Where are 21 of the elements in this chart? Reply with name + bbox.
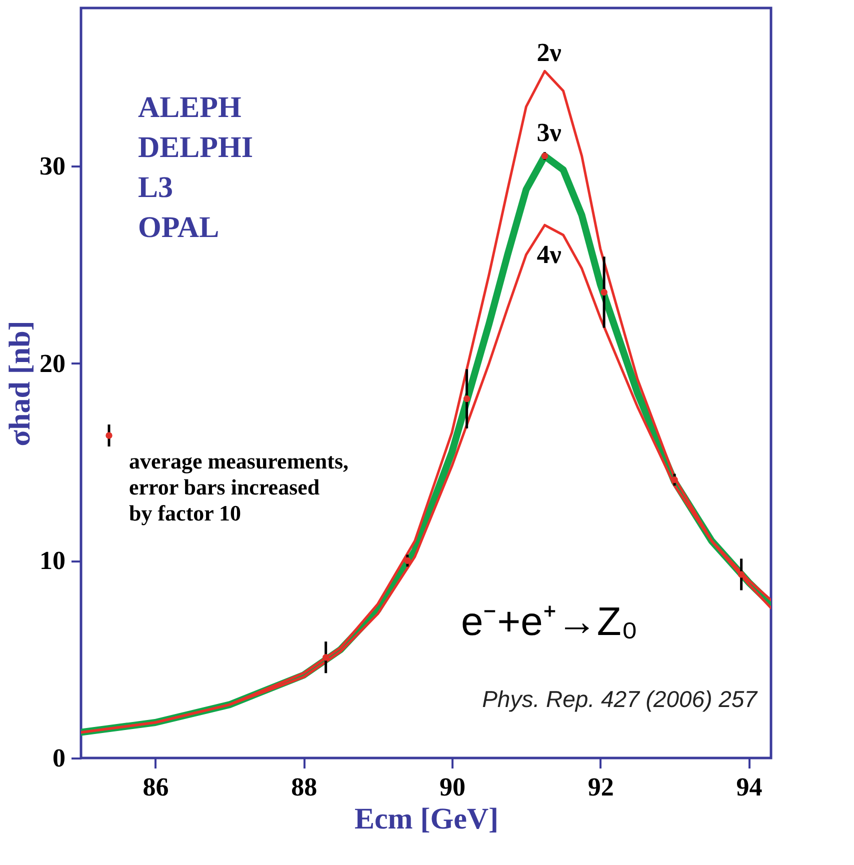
annotation: Phys. Rep. 427 (2006) 257	[482, 686, 758, 712]
annotation: OPAL	[138, 211, 220, 244]
annotation: 2ν	[536, 38, 562, 67]
legend-label: average measurements, error bars increased by factor 10	[129, 448, 349, 526]
x-tick-label: 86	[142, 772, 169, 802]
annotation: ALEPH	[138, 91, 242, 124]
annotation: 3ν	[536, 118, 562, 147]
annotation: DELPHI	[138, 131, 254, 164]
y-tick-label: 30	[40, 151, 66, 180]
x-tick-label: 90	[439, 772, 466, 802]
y-tick-label: 10	[40, 546, 66, 576]
x-tick-label: 92	[588, 772, 614, 802]
y-tick-label: 0	[52, 744, 66, 772]
x-tick-label: 88	[291, 772, 318, 802]
x-tick-label: 94	[736, 772, 762, 802]
annotation: L3	[138, 171, 174, 204]
y-axis-title: σhad [nb]	[4, 320, 36, 446]
x-axis-title: Ecm [GeV]	[354, 802, 499, 836]
y-tick-label: 20	[40, 348, 66, 378]
annotation: e⁻+e⁺→Z₀	[461, 600, 638, 644]
annotation: 4ν	[536, 240, 562, 269]
